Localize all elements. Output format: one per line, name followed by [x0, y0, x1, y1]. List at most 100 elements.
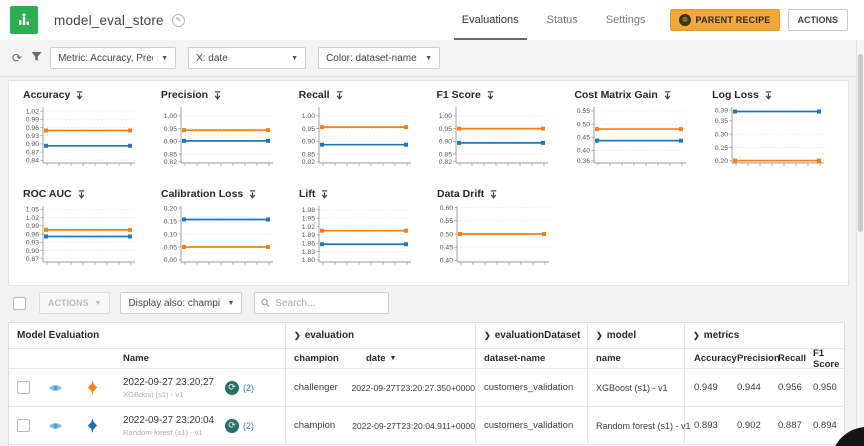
- metric-chart: Calibration Loss 0.20 0.15 0.10 0.05 0.00: [153, 185, 291, 279]
- group-model[interactable]: ❯ model: [588, 323, 685, 348]
- export-chart-icon[interactable]: [77, 189, 86, 199]
- col-champion[interactable]: champion: [294, 353, 339, 364]
- table-group-header: Model Evaluation ❯ evaluation ❯ evaluation…: [9, 323, 844, 349]
- select-all-checkbox[interactable]: [13, 296, 26, 310]
- preview-eye-icon[interactable]: [37, 407, 73, 444]
- export-chart-icon[interactable]: [248, 189, 257, 199]
- metric-chart: Precision 1.00 0.95 0.90 0.85 0.82: [153, 86, 291, 180]
- search-box[interactable]: [254, 292, 390, 314]
- metric-chart: Data Drift 0.60 0.55 0.50 0.45 0.40: [429, 185, 567, 279]
- preview-eye-icon[interactable]: [37, 369, 73, 406]
- table-row[interactable]: 2022-09-27 23:20:04 Random forest (s1) -…: [9, 407, 844, 445]
- row-checkbox[interactable]: [16, 381, 30, 394]
- versions-count[interactable]: (2): [243, 420, 254, 431]
- metric-select-value: Metric: Accuracy, Precision, Reca: [58, 52, 153, 64]
- svg-text:0.20: 0.20: [715, 158, 728, 165]
- chart-title: Data Drift: [437, 188, 485, 200]
- svg-text:0.40: 0.40: [577, 148, 590, 155]
- app-header: model_eval_store ✎ Evaluations Status Se…: [0, 0, 864, 40]
- col-recall[interactable]: Recall: [778, 353, 806, 364]
- export-chart-icon[interactable]: [320, 189, 329, 199]
- scrollbar-thumb[interactable]: [858, 54, 863, 232]
- champion-cell: challenger: [294, 382, 338, 393]
- versions-count[interactable]: (2): [243, 382, 254, 393]
- actions-button[interactable]: ACTIONS: [787, 9, 848, 31]
- page-title: model_eval_store: [54, 12, 164, 28]
- scrollbar[interactable]: [856, 40, 864, 446]
- svg-text:0.90: 0.90: [26, 248, 39, 255]
- metric-chart: Lift 1.98 1.95 1.92 1.89 1.86 1.83 1.80: [291, 185, 429, 279]
- tab-evaluations[interactable]: Evaluations: [448, 0, 533, 40]
- dataset-cell: customers_validation: [484, 420, 574, 431]
- svg-text:1.02: 1.02: [26, 108, 39, 115]
- evaluation-name[interactable]: 2022-09-27 23:20:04: [123, 414, 214, 426]
- header-tabs: Evaluations Status Settings: [448, 0, 660, 40]
- accuracy-value: 0.893: [694, 420, 718, 431]
- model-diamond-icon[interactable]: [73, 407, 111, 444]
- refresh-icon[interactable]: ⟳: [12, 51, 23, 65]
- metric-select[interactable]: Metric: Accuracy, Precision, Reca ▼: [50, 47, 177, 69]
- display-also-select[interactable]: Display also: champion ▼: [120, 292, 243, 314]
- col-precision[interactable]: Precision: [737, 353, 780, 364]
- dataset-cell: customers_validation: [484, 382, 574, 393]
- export-chart-icon[interactable]: [486, 90, 495, 100]
- col-date[interactable]: date ▼: [366, 353, 397, 364]
- model-diamond-icon[interactable]: [73, 369, 111, 406]
- col-model-name[interactable]: name: [596, 353, 621, 364]
- export-chart-icon[interactable]: [213, 90, 222, 100]
- group-metrics[interactable]: ❯ metrics: [693, 330, 740, 341]
- col-name[interactable]: Name: [123, 353, 149, 364]
- versions-badge[interactable]: ⟳ (2): [225, 407, 285, 444]
- export-chart-icon[interactable]: [75, 90, 84, 100]
- mass-actions-label: ACTIONS: [48, 298, 89, 308]
- parent-recipe-button[interactable]: PARENT RECIPE: [669, 9, 780, 31]
- export-chart-icon[interactable]: [489, 189, 498, 199]
- svg-text:0.87: 0.87: [26, 256, 39, 263]
- svg-text:1.05: 1.05: [26, 207, 39, 214]
- x-axis-select[interactable]: X: date ▼: [188, 47, 307, 69]
- tab-settings[interactable]: Settings: [605, 14, 646, 26]
- col-f1[interactable]: F1 Score: [813, 347, 840, 370]
- chevron-down-icon: ▼: [291, 54, 299, 62]
- chart-title: Cost Matrix Gain: [574, 89, 658, 101]
- svg-text:0.90: 0.90: [26, 141, 39, 148]
- edit-title-icon[interactable]: ✎: [171, 13, 185, 27]
- svg-text:0.25: 0.25: [715, 145, 728, 152]
- chart-title: Calibration Loss: [161, 188, 244, 200]
- evaluation-model-sub: Random forest (s1) - v1: [123, 427, 203, 437]
- svg-text:1.98: 1.98: [302, 207, 315, 214]
- svg-text:1.92: 1.92: [302, 224, 315, 231]
- metric-chart: Cost Matrix Gain 0.55 0.50 0.45 0.40 0.36: [566, 86, 704, 180]
- svg-text:0.45: 0.45: [440, 245, 453, 252]
- svg-text:0.85: 0.85: [439, 151, 452, 158]
- svg-text:0.35: 0.35: [715, 118, 728, 125]
- mass-actions-button[interactable]: ACTIONS ▼: [39, 292, 111, 314]
- export-chart-icon[interactable]: [335, 90, 344, 100]
- row-checkbox[interactable]: [16, 419, 30, 432]
- metrics-charts-panel: Accuracy 1.02 0.99 0.96 0.93 0.90 0.87 0.84 Prec…: [8, 80, 849, 286]
- svg-text:0.96: 0.96: [26, 125, 39, 132]
- group-evaluation-dataset[interactable]: ❯ evaluationDataset: [476, 323, 588, 348]
- versions-badge[interactable]: ⟳ (2): [225, 369, 285, 406]
- group-evaluation[interactable]: ❯ evaluation: [286, 323, 476, 348]
- svg-text:0.87: 0.87: [26, 149, 39, 156]
- svg-text:1.02: 1.02: [26, 215, 39, 222]
- charts-row-1: Accuracy 1.02 0.99 0.96 0.93 0.90 0.87 0.84 Prec…: [9, 81, 848, 180]
- chevron-down-icon: ▼: [425, 54, 433, 62]
- expand-chevron-icon: ❯: [294, 331, 301, 340]
- table-row[interactable]: 2022-09-27 23:20:27 XGBoost (s1) - v1 ⟳ …: [9, 369, 844, 407]
- col-accuracy[interactable]: Accuracy: [694, 353, 737, 364]
- tab-status[interactable]: Status: [546, 14, 578, 26]
- evaluation-name[interactable]: 2022-09-27 23:20:27: [123, 376, 214, 388]
- search-input[interactable]: [275, 297, 383, 309]
- export-chart-icon[interactable]: [663, 90, 672, 100]
- filter-funnel-icon[interactable]: [31, 51, 42, 65]
- color-select[interactable]: Color: dataset-name, name ▼: [318, 47, 441, 69]
- svg-text:1.86: 1.86: [302, 240, 315, 247]
- chevron-down-icon: ▼: [227, 299, 235, 307]
- svg-text:0.20: 0.20: [164, 205, 177, 212]
- export-chart-icon[interactable]: [764, 90, 773, 100]
- svg-text:0.99: 0.99: [26, 223, 39, 230]
- col-dataset-name[interactable]: dataset-name: [484, 353, 546, 364]
- svg-text:1.00: 1.00: [301, 113, 314, 120]
